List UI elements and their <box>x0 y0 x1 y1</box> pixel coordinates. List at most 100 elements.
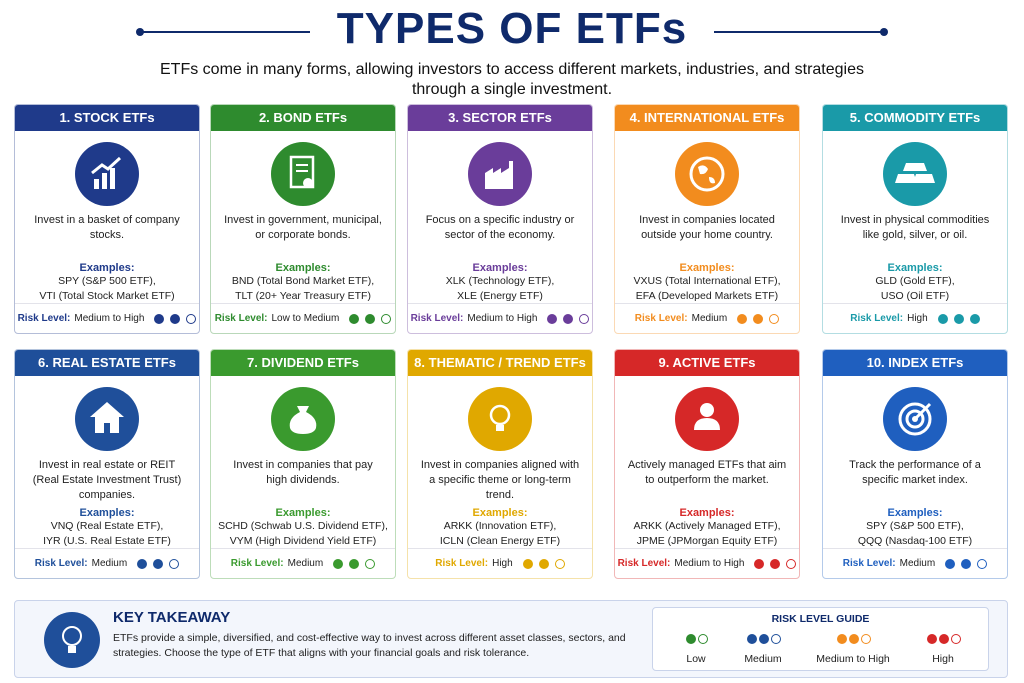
risk-dot <box>754 558 765 569</box>
risk-level: Medium <box>691 313 728 324</box>
risk-dot <box>137 558 148 569</box>
example: SPY (S&P 500 ETF), <box>58 275 156 287</box>
risk-level: Low to Medium <box>271 313 340 324</box>
examples-label: Examples: <box>79 262 135 274</box>
example: IYR (U.S. Real Estate ETF) <box>43 535 171 547</box>
icon-shape <box>102 173 107 189</box>
risk-dot <box>939 634 949 644</box>
bulb-icon <box>44 612 100 668</box>
risk-label: Risk Level: <box>842 558 896 569</box>
risk-guide: RISK LEVEL GUIDE Low Medium Medium to High… <box>652 607 989 671</box>
risk-dot <box>365 313 376 324</box>
risk-dot <box>169 558 180 569</box>
risk-dot <box>579 313 590 324</box>
example: BND (Total Bond Market ETF), <box>231 275 375 287</box>
icon-shape <box>489 404 511 426</box>
risk-dot <box>969 313 980 324</box>
risk-dot <box>170 313 181 324</box>
card-icon <box>675 142 739 206</box>
icon-shape <box>694 403 720 430</box>
card-icon <box>675 387 739 451</box>
risk-level: High <box>907 313 928 324</box>
icon-shape <box>898 402 932 436</box>
risk-row: Risk Level: High <box>408 548 592 578</box>
takeaway-text: ETFs provide a simple, diversified, and … <box>113 632 626 659</box>
card-title: 3. SECTOR ETFs <box>408 105 592 131</box>
example: XLK (Technology ETF), <box>445 275 555 287</box>
example: SPY (S&P 500 ETF), <box>866 520 964 532</box>
example: JPME (JPMorgan Equity ETF) <box>636 535 778 547</box>
risk-dot <box>861 634 871 644</box>
example: QQQ (Nasdaq-100 ETF) <box>857 535 973 547</box>
risk-dot <box>769 313 780 324</box>
risk-dot <box>547 313 558 324</box>
icon-shape <box>90 402 124 433</box>
card-description: Focus on a specific industry or sector o… <box>425 214 575 241</box>
risk-dot <box>849 634 859 644</box>
risk-row: Risk Level: Medium to High <box>408 303 592 333</box>
guide-label: High <box>932 653 954 665</box>
example: VXUS (Total International ETF), <box>633 275 781 287</box>
risk-label: Risk Level: <box>617 558 671 569</box>
guide-dots <box>728 634 798 647</box>
card-title: 8. THEMATIC / TREND ETFs <box>408 350 592 376</box>
risk-dot <box>753 313 764 324</box>
card-description: Invest in companies located outside your… <box>639 214 775 241</box>
icon-shape <box>675 142 739 206</box>
title-rule-dot <box>880 28 888 36</box>
guide-dots <box>661 634 731 647</box>
guide-level: High <box>908 634 978 665</box>
icon-shape <box>94 179 99 189</box>
icon-shape <box>905 409 925 429</box>
example: EFA (Developed Markets ETF) <box>635 290 779 302</box>
risk-dot <box>554 558 565 569</box>
examples-label: Examples: <box>472 507 528 519</box>
etf-card: 6. REAL ESTATE ETFs Invest in real estate… <box>14 349 200 579</box>
risk-dot <box>698 634 708 644</box>
risk-dot <box>770 558 781 569</box>
risk-row: Risk Level: Medium to High <box>615 548 799 578</box>
risk-row: Risk Level: Medium <box>211 548 395 578</box>
risk-label: Risk Level: <box>634 313 688 324</box>
risk-dot <box>951 634 961 644</box>
card-icon <box>883 387 947 451</box>
icon-shape <box>913 402 932 421</box>
etf-card: 10. INDEX ETFs Track the performance of a… <box>822 349 1008 579</box>
risk-dot <box>349 558 360 569</box>
risk-label: Risk Level: <box>410 313 464 324</box>
examples-label: Examples: <box>679 262 735 274</box>
icon-shape <box>903 163 927 171</box>
risk-dot <box>333 558 344 569</box>
card-title: 9. ACTIVE ETFs <box>615 350 799 376</box>
risk-dot <box>381 313 392 324</box>
risk-row: Risk Level: Medium <box>615 303 799 333</box>
icon-shape <box>468 387 532 451</box>
icon-shape <box>883 142 947 206</box>
example: SCHD (Schwab U.S. Dividend ETF), <box>218 520 388 532</box>
icon-shape <box>496 425 504 431</box>
card-description: Invest in real estate or REIT (Real Esta… <box>32 459 182 501</box>
title-rule <box>140 31 310 33</box>
risk-guide-title: RISK LEVEL GUIDE <box>771 613 870 625</box>
risk-dot <box>153 558 164 569</box>
guide-dots <box>803 634 903 647</box>
risk-dot <box>786 558 797 569</box>
guide-label: Low <box>686 653 706 665</box>
risk-level: Medium <box>899 558 936 569</box>
example: TLT (20+ Year Treasury ETF) <box>235 290 371 302</box>
example: VTI (Total Stock Market ETF) <box>39 290 175 302</box>
card-title: 1. STOCK ETFs <box>15 105 199 131</box>
card-icon <box>75 387 139 451</box>
card-description: Invest in physical commodities like gold… <box>840 214 990 241</box>
risk-label: Risk Level: <box>17 313 71 324</box>
risk-dot <box>759 634 769 644</box>
risk-dot <box>563 313 574 324</box>
card-description: Invest in government, municipal, or corp… <box>224 214 382 241</box>
icon-shape <box>689 156 725 192</box>
risk-label: Risk Level: <box>230 558 284 569</box>
examples-label: Examples: <box>79 507 135 519</box>
risk-dot <box>538 558 549 569</box>
etf-card: 4. INTERNATIONAL ETFs Invest in companies… <box>614 104 800 334</box>
